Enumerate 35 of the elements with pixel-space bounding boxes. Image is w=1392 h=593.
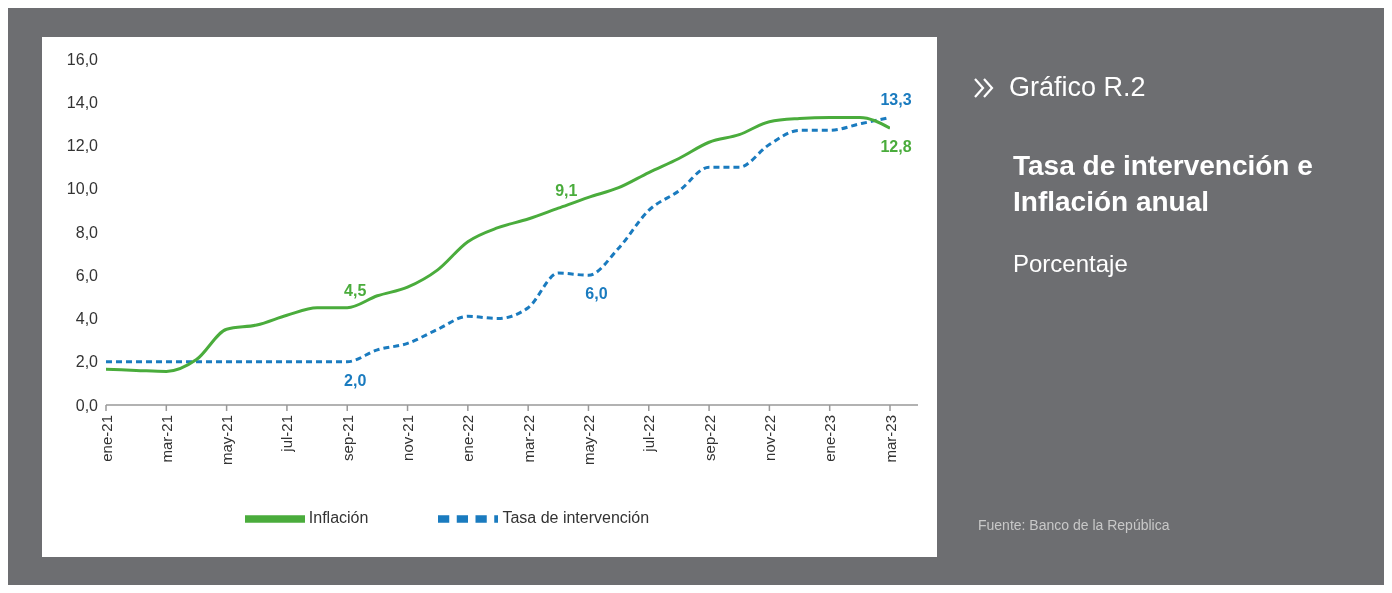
y-tick-label: 10,0: [66, 180, 99, 198]
x-tick-label: mar-23: [881, 415, 899, 463]
x-tick-label: sep-22: [700, 415, 718, 461]
data-label: 4,5: [344, 281, 367, 299]
y-tick-label: 14,0: [66, 93, 99, 111]
x-tick-label: jul-22: [640, 415, 658, 453]
text: Tasa de intervención e Inflación anual: [1013, 149, 1314, 219]
x-tick-label: nov-21: [399, 415, 417, 461]
y-tick-label: 0,0: [75, 396, 99, 414]
data-label: 2,0: [344, 371, 367, 389]
data-label: 13,3: [880, 91, 912, 109]
data-label: 9,1: [555, 182, 578, 200]
y-tick-label: 16,0: [66, 50, 99, 68]
text: Gráfico R.2: [1009, 72, 1146, 103]
x-tick-label: sep-21: [338, 415, 356, 461]
data-label: 12,8: [880, 138, 912, 156]
x-tick-label: nov-22: [760, 415, 778, 461]
y-tick-label: 12,0: [66, 137, 99, 155]
x-tick-label: ene-21: [97, 415, 115, 462]
legend-label: Inflación: [308, 509, 369, 527]
x-tick-label: may-21: [218, 415, 236, 466]
x-tick-label: mar-22: [519, 415, 537, 463]
x-tick-label: jul-21: [278, 415, 296, 453]
legend-label: Tasa de intervención: [502, 509, 650, 527]
x-tick-label: may-22: [579, 415, 597, 466]
y-tick-label: 2,0: [75, 353, 99, 371]
x-tick-label: ene-23: [821, 415, 839, 462]
text: Porcentaje: [1013, 250, 1128, 278]
y-tick-label: 4,0: [75, 310, 99, 328]
y-tick-label: 8,0: [75, 223, 99, 241]
y-tick-label: 6,0: [75, 266, 99, 284]
source-note: Fuente: Banco de la República: [978, 517, 1171, 533]
x-tick-label: mar-21: [157, 415, 175, 463]
data-label: 6,0: [585, 285, 608, 303]
x-tick-label: ene-22: [459, 415, 477, 462]
